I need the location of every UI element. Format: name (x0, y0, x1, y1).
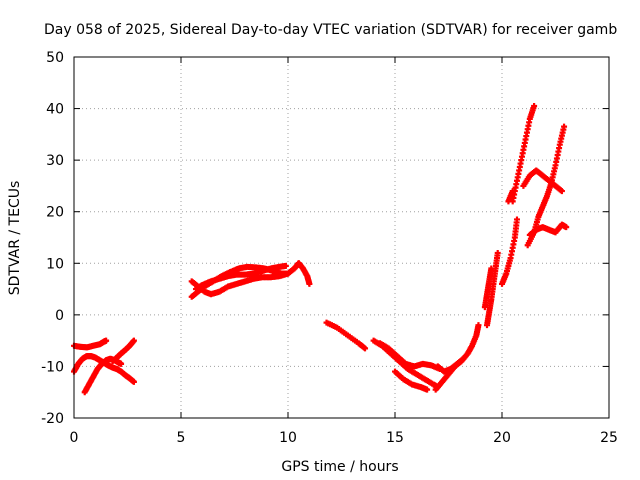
series-arc-q (499, 216, 520, 287)
y-tick-labels: -20 -10 0 10 20 30 40 50 (41, 50, 64, 427)
x-tick-label: 0 (70, 430, 79, 446)
x-tick-label: 10 (279, 430, 297, 446)
y-tick-label: -20 (41, 411, 64, 427)
series-arc-h (295, 260, 313, 287)
series-arc-n (434, 355, 467, 375)
data-point (563, 224, 570, 231)
data-point (513, 216, 520, 223)
series-arc-i (323, 319, 369, 352)
series-arc-v (505, 188, 516, 205)
data-point (306, 280, 313, 287)
data-point (561, 123, 568, 130)
data-point (475, 322, 482, 329)
series-arc-b (71, 337, 110, 351)
series-arc-d (109, 337, 137, 365)
x-axis-label: GPS time / hours (281, 459, 398, 475)
data-point (488, 265, 495, 272)
series-arc-k (377, 340, 443, 373)
y-tick-label: 40 (46, 102, 64, 118)
y-tick-label: -10 (41, 359, 64, 375)
y-tick-label: 50 (46, 50, 64, 66)
data-point (509, 188, 516, 195)
series-arc-l (392, 368, 431, 393)
data-point (130, 378, 137, 385)
x-tick-label: 25 (600, 430, 618, 446)
series-arc-m (432, 322, 482, 393)
grid (74, 57, 609, 418)
data-point (494, 249, 501, 256)
series-arc-u (526, 221, 570, 238)
series-arc-g (192, 262, 289, 293)
chart-title: Day 058 of 2025, Sidereal Day-to-day VTE… (44, 22, 617, 38)
x-tick-labels: 0 5 10 15 20 25 (70, 430, 618, 446)
data-point (531, 102, 538, 109)
plot-frame (73, 56, 610, 419)
data-point (118, 360, 125, 367)
series-arc-a (71, 353, 137, 385)
x-tick-label: 5 (177, 430, 186, 446)
data-point (424, 386, 431, 393)
x-tick-label: 20 (493, 430, 511, 446)
series-arc-c (81, 355, 125, 396)
data-points (71, 102, 570, 396)
data-point (282, 262, 289, 269)
y-tick-label: 30 (46, 153, 64, 169)
series-arc-s (520, 167, 565, 195)
data-point (558, 188, 565, 195)
data-point (103, 337, 110, 344)
y-axis-label: SDTVAR / TECUs (7, 181, 23, 296)
data-point (460, 355, 467, 362)
x-tick-label: 15 (386, 430, 404, 446)
data-point (285, 270, 291, 277)
y-tick-label: 10 (46, 256, 64, 272)
data-point (362, 345, 369, 352)
y-tick-label: 0 (55, 308, 64, 324)
data-point (130, 337, 137, 344)
series-arc-r (509, 102, 538, 205)
y-tick-label: 20 (46, 205, 64, 221)
series-arc-p (481, 265, 495, 311)
